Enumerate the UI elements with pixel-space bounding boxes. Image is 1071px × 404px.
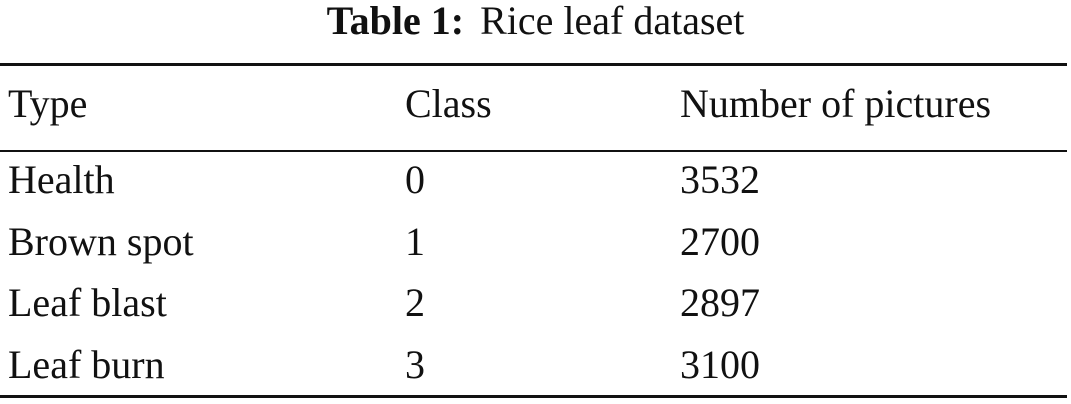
table-cell: 3 — [405, 342, 425, 387]
header-cell: Number of pictures — [680, 81, 992, 126]
header-cell: Class — [405, 81, 492, 126]
caption-text: Rice leaf dataset — [480, 0, 745, 43]
caption-label: Table 1: — [326, 0, 465, 43]
top-rule — [0, 63, 1067, 66]
table-cell: 0 — [405, 157, 425, 202]
table-cell: 1 — [405, 219, 425, 264]
header-cell: Type — [8, 81, 88, 126]
table-cell: Health — [8, 157, 115, 202]
table-cell: 2700 — [680, 219, 760, 264]
table-cell: 2 — [405, 280, 425, 325]
table-cell: 3100 — [680, 342, 760, 387]
table-cell: Brown spot — [8, 219, 194, 264]
table-cell: Leaf burn — [8, 342, 165, 387]
table-cell: Leaf blast — [8, 280, 167, 325]
table-cell: 3532 — [680, 157, 760, 202]
table-caption: Table 1: Rice leaf dataset — [0, 0, 1071, 46]
mid-rule — [0, 150, 1067, 152]
bottom-rule — [0, 395, 1067, 398]
table-cell: 2897 — [680, 280, 760, 325]
